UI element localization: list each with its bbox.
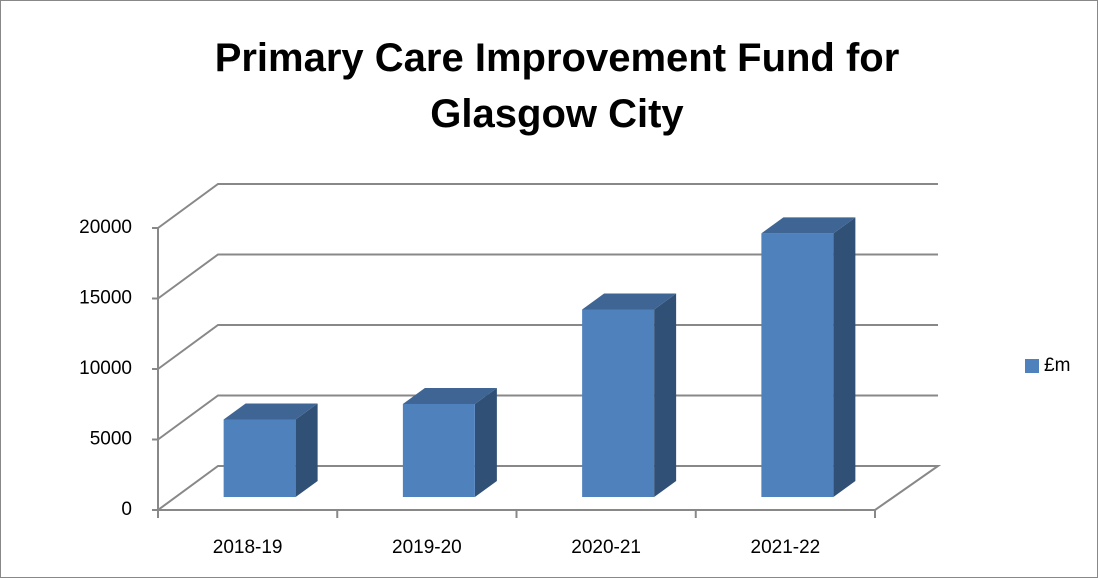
x-tick-label: 2019-20 (392, 537, 462, 558)
bar-side (295, 403, 318, 497)
grid-line (157, 394, 938, 441)
grid-line (157, 183, 938, 229)
bar (761, 233, 834, 497)
chart-title: Primary Care Improvement Fund for Glasgo… (214, 36, 900, 136)
grid-line (157, 324, 938, 370)
bar (402, 403, 475, 497)
y-tick-label: 0 (121, 499, 132, 520)
bar-side (474, 387, 497, 497)
x-tick-label: 2020-21 (571, 537, 641, 558)
legend-label: £m (1044, 355, 1070, 376)
bar-side (833, 217, 856, 497)
grid-line (157, 253, 938, 300)
x-tick-label: 2018-19 (213, 537, 283, 558)
y-tick-label: 15000 (79, 288, 132, 309)
bar-top (402, 387, 497, 404)
bar-side (654, 293, 677, 497)
y-tick-label: 20000 (79, 217, 132, 238)
grid-line (157, 465, 938, 511)
y-tick-label: 5000 (90, 429, 132, 450)
bar-top (582, 293, 677, 310)
x-tick-label: 2021-22 (751, 537, 821, 558)
bar-top (223, 403, 318, 420)
legend-swatch (1025, 359, 1039, 373)
bar (223, 419, 296, 497)
y-tick-label: 10000 (79, 358, 132, 379)
bar-top (761, 217, 856, 234)
bar (582, 309, 655, 497)
